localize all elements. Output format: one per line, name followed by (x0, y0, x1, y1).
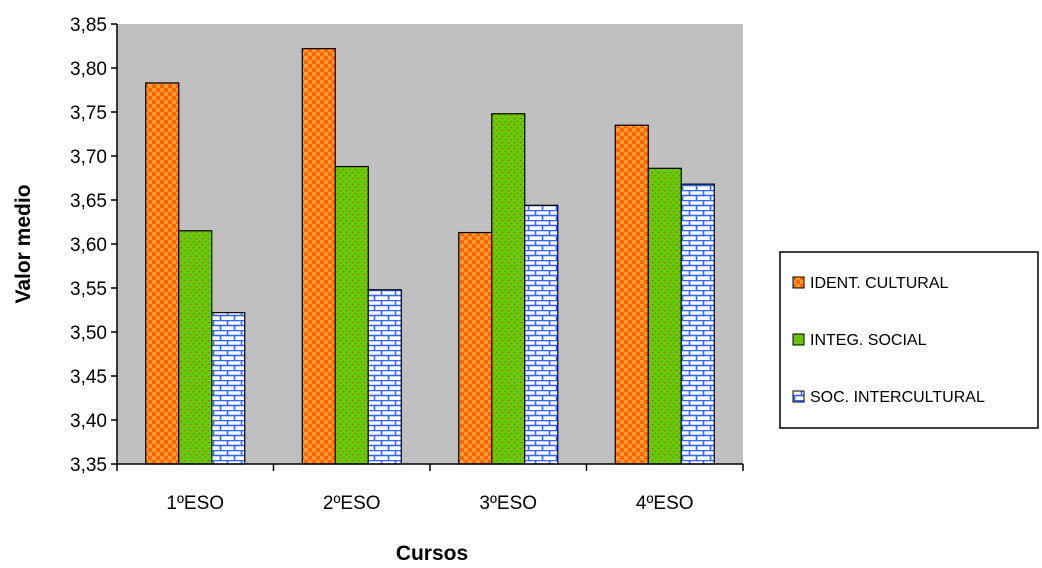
x-tick-label: 3ºESO (479, 493, 537, 514)
x-tick-label: 2ºESO (323, 493, 381, 514)
y-tick-label: 3,75 (70, 103, 107, 124)
legend-swatch (792, 390, 805, 403)
y-axis-title: Valor medio (12, 184, 35, 303)
bar (524, 204, 559, 465)
y-tick-label: 3,70 (70, 147, 107, 168)
legend-label: IDENT. CULTURAL (810, 275, 948, 292)
y-tick-label: 3,35 (70, 455, 107, 476)
legend-swatch (792, 276, 805, 289)
x-axis-title: Cursos (396, 542, 468, 565)
bar (458, 231, 493, 465)
x-tick-label: 1ºESO (166, 493, 224, 514)
y-tick-label: 3,50 (70, 323, 107, 344)
y-tick-label: 3,60 (70, 235, 107, 256)
y-tick-label: 3,55 (70, 279, 107, 300)
bar (614, 124, 649, 465)
legend-label: INTEG. SOCIAL (810, 332, 927, 349)
bar (145, 82, 180, 465)
bar (301, 48, 336, 465)
bar (178, 230, 213, 465)
x-tick-label: 4ºESO (636, 493, 694, 514)
y-tick-label: 3,40 (70, 411, 107, 432)
x-axis: 1ºESO 2ºESO 3ºESO 4ºESO (116, 463, 744, 514)
bars (145, 48, 715, 465)
y-tick-label: 3,45 (70, 367, 107, 388)
bar (211, 312, 246, 465)
legend: IDENT. CULTURAL INTEG. SOCIAL SOC. INTERCU… (779, 251, 1039, 429)
y-tick-label: 3,80 (70, 59, 107, 80)
y-axis: 3,35 3,40 3,45 3,50 3,55 3,60 3,65 3,70 3,75 3,80… (70, 15, 118, 476)
legend-swatch (792, 333, 805, 346)
legend-label: SOC. INTERCULTURAL (810, 389, 985, 406)
bar (367, 289, 402, 465)
y-tick-label: 3,65 (70, 191, 107, 212)
bar (647, 167, 682, 465)
y-tick-label: 3,85 (70, 15, 107, 36)
bar (491, 113, 526, 465)
legend-box (779, 251, 1039, 429)
bar (334, 165, 369, 465)
bar (680, 183, 715, 465)
